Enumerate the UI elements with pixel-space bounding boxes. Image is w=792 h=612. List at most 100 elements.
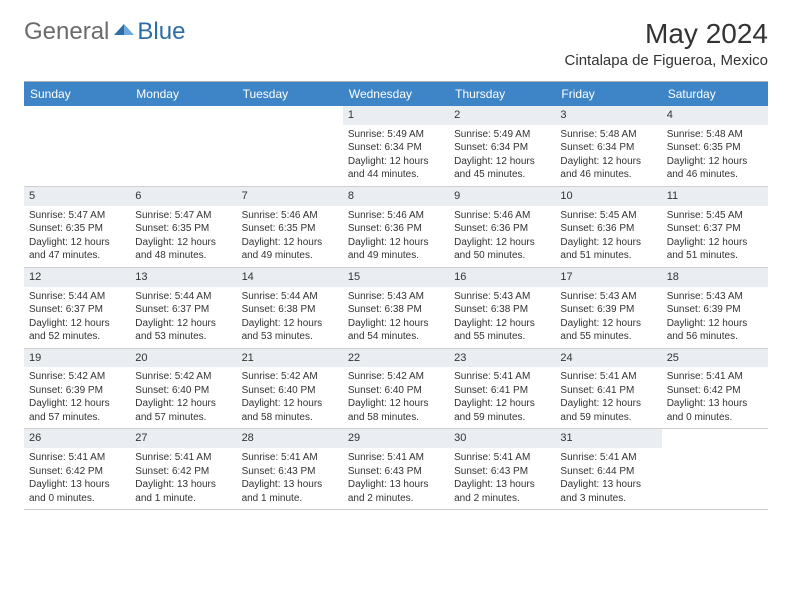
sunset-line: Sunset: 6:41 PM [454,384,550,398]
day-body: Sunrise: 5:41 AMSunset: 6:43 PMDaylight:… [237,448,343,509]
day-cell: 17Sunrise: 5:43 AMSunset: 6:39 PMDayligh… [555,268,661,348]
day-number [130,106,236,110]
sunset-line: Sunset: 6:37 PM [29,303,125,317]
day-body: Sunrise: 5:45 AMSunset: 6:36 PMDaylight:… [555,206,661,267]
day-body: Sunrise: 5:46 AMSunset: 6:35 PMDaylight:… [237,206,343,267]
daylight-line: Daylight: 13 hours and 1 minute. [242,478,338,505]
sunset-line: Sunset: 6:44 PM [560,465,656,479]
sunset-line: Sunset: 6:37 PM [667,222,763,236]
day-body: Sunrise: 5:43 AMSunset: 6:39 PMDaylight:… [662,287,768,348]
day-body: Sunrise: 5:43 AMSunset: 6:38 PMDaylight:… [449,287,555,348]
day-cell: 22Sunrise: 5:42 AMSunset: 6:40 PMDayligh… [343,349,449,429]
sunset-line: Sunset: 6:38 PM [348,303,444,317]
day-body: Sunrise: 5:47 AMSunset: 6:35 PMDaylight:… [24,206,130,267]
day-cell: 9Sunrise: 5:46 AMSunset: 6:36 PMDaylight… [449,187,555,267]
day-body: Sunrise: 5:41 AMSunset: 6:42 PMDaylight:… [24,448,130,509]
day-number: 14 [237,268,343,287]
sunrise-line: Sunrise: 5:42 AM [29,370,125,384]
day-number: 24 [555,349,661,368]
day-body: Sunrise: 5:42 AMSunset: 6:39 PMDaylight:… [24,367,130,428]
day-cell: 31Sunrise: 5:41 AMSunset: 6:44 PMDayligh… [555,429,661,509]
sunset-line: Sunset: 6:41 PM [560,384,656,398]
day-number: 20 [130,349,236,368]
day-cell: 1Sunrise: 5:49 AMSunset: 6:34 PMDaylight… [343,106,449,186]
day-cell: 12Sunrise: 5:44 AMSunset: 6:37 PMDayligh… [24,268,130,348]
day-body: Sunrise: 5:43 AMSunset: 6:39 PMDaylight:… [555,287,661,348]
day-cell: 30Sunrise: 5:41 AMSunset: 6:43 PMDayligh… [449,429,555,509]
daylight-line: Daylight: 12 hours and 49 minutes. [242,236,338,263]
day-header: Thursday [449,82,555,106]
sunset-line: Sunset: 6:43 PM [348,465,444,479]
day-number [24,106,130,110]
day-cell: 19Sunrise: 5:42 AMSunset: 6:39 PMDayligh… [24,349,130,429]
daylight-line: Daylight: 12 hours and 49 minutes. [348,236,444,263]
day-number [662,429,768,433]
day-number: 17 [555,268,661,287]
daylight-line: Daylight: 13 hours and 2 minutes. [454,478,550,505]
sunset-line: Sunset: 6:35 PM [29,222,125,236]
daylight-line: Daylight: 12 hours and 48 minutes. [135,236,231,263]
sunset-line: Sunset: 6:34 PM [560,141,656,155]
day-number: 3 [555,106,661,125]
daylight-line: Daylight: 12 hours and 53 minutes. [135,317,231,344]
day-cell [130,106,236,186]
daylight-line: Daylight: 12 hours and 57 minutes. [29,397,125,424]
sunset-line: Sunset: 6:39 PM [29,384,125,398]
sunrise-line: Sunrise: 5:43 AM [560,290,656,304]
daylight-line: Daylight: 12 hours and 59 minutes. [454,397,550,424]
day-header: Tuesday [237,82,343,106]
sunrise-line: Sunrise: 5:41 AM [454,370,550,384]
day-header: Wednesday [343,82,449,106]
week-row: 12Sunrise: 5:44 AMSunset: 6:37 PMDayligh… [24,268,768,349]
day-number: 4 [662,106,768,125]
sunset-line: Sunset: 6:39 PM [560,303,656,317]
day-body: Sunrise: 5:41 AMSunset: 6:42 PMDaylight:… [662,367,768,428]
sunrise-line: Sunrise: 5:44 AM [135,290,231,304]
day-cell: 20Sunrise: 5:42 AMSunset: 6:40 PMDayligh… [130,349,236,429]
sunrise-line: Sunrise: 5:41 AM [135,451,231,465]
weeks-container: 1Sunrise: 5:49 AMSunset: 6:34 PMDaylight… [24,106,768,510]
day-number: 21 [237,349,343,368]
daylight-line: Daylight: 13 hours and 1 minute. [135,478,231,505]
sunset-line: Sunset: 6:34 PM [454,141,550,155]
sunset-line: Sunset: 6:39 PM [667,303,763,317]
sunset-line: Sunset: 6:36 PM [348,222,444,236]
day-number: 2 [449,106,555,125]
day-cell: 24Sunrise: 5:41 AMSunset: 6:41 PMDayligh… [555,349,661,429]
sunrise-line: Sunrise: 5:47 AM [135,209,231,223]
daylight-line: Daylight: 13 hours and 3 minutes. [560,478,656,505]
sunrise-line: Sunrise: 5:43 AM [348,290,444,304]
daylight-line: Daylight: 12 hours and 50 minutes. [454,236,550,263]
day-cell: 25Sunrise: 5:41 AMSunset: 6:42 PMDayligh… [662,349,768,429]
daylight-line: Daylight: 12 hours and 51 minutes. [667,236,763,263]
sunset-line: Sunset: 6:40 PM [135,384,231,398]
day-number: 15 [343,268,449,287]
sunrise-line: Sunrise: 5:41 AM [560,370,656,384]
sunset-line: Sunset: 6:38 PM [454,303,550,317]
day-body: Sunrise: 5:49 AMSunset: 6:34 PMDaylight:… [343,125,449,186]
sunrise-line: Sunrise: 5:41 AM [348,451,444,465]
day-number: 22 [343,349,449,368]
day-cell: 21Sunrise: 5:42 AMSunset: 6:40 PMDayligh… [237,349,343,429]
logo-icon [113,21,135,44]
day-body: Sunrise: 5:41 AMSunset: 6:42 PMDaylight:… [130,448,236,509]
sunset-line: Sunset: 6:38 PM [242,303,338,317]
day-number: 27 [130,429,236,448]
daylight-line: Daylight: 13 hours and 2 minutes. [348,478,444,505]
day-body: Sunrise: 5:41 AMSunset: 6:44 PMDaylight:… [555,448,661,509]
day-number: 29 [343,429,449,448]
day-number [237,106,343,110]
day-number: 10 [555,187,661,206]
day-header-row: SundayMondayTuesdayWednesdayThursdayFrid… [24,82,768,106]
day-body: Sunrise: 5:43 AMSunset: 6:38 PMDaylight:… [343,287,449,348]
daylight-line: Daylight: 12 hours and 58 minutes. [348,397,444,424]
day-cell: 8Sunrise: 5:46 AMSunset: 6:36 PMDaylight… [343,187,449,267]
day-cell: 4Sunrise: 5:48 AMSunset: 6:35 PMDaylight… [662,106,768,186]
day-cell: 26Sunrise: 5:41 AMSunset: 6:42 PMDayligh… [24,429,130,509]
sunrise-line: Sunrise: 5:41 AM [667,370,763,384]
day-body: Sunrise: 5:48 AMSunset: 6:35 PMDaylight:… [662,125,768,186]
day-number: 23 [449,349,555,368]
day-body: Sunrise: 5:47 AMSunset: 6:35 PMDaylight:… [130,206,236,267]
day-body: Sunrise: 5:41 AMSunset: 6:43 PMDaylight:… [343,448,449,509]
sunrise-line: Sunrise: 5:41 AM [454,451,550,465]
